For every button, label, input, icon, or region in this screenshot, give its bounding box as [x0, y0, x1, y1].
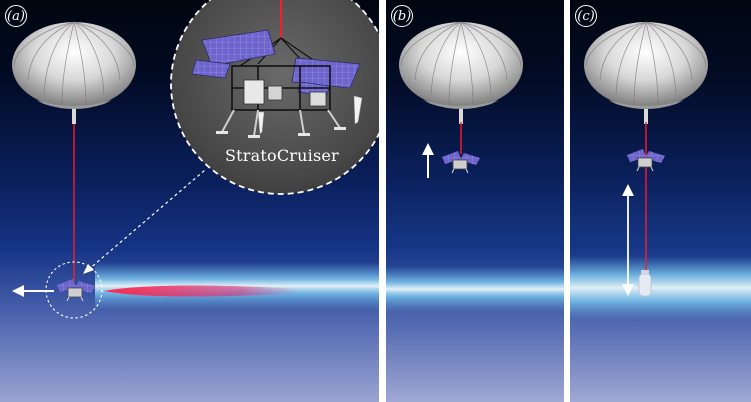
- magnifier-circle-icon: [45, 261, 103, 319]
- gondola-icon: [627, 149, 665, 172]
- balloon-icon: [399, 21, 523, 109]
- inset-connector: [83, 169, 206, 274]
- panel-label-a: (a): [5, 5, 27, 27]
- balloon-icon: [584, 21, 708, 109]
- solar-panel-icon: [201, 29, 276, 67]
- panel-b-scene: [386, 0, 564, 402]
- panel-a-scene: [0, 0, 379, 402]
- panel-label-c: (c): [575, 5, 597, 27]
- balloon-neck: [459, 100, 463, 124]
- gondola-icon: [57, 279, 95, 302]
- panel-a: (a) StratoCruiser: [0, 0, 379, 402]
- panel-c: (c): [570, 0, 751, 402]
- arrow-icon: [422, 143, 434, 178]
- panel-b: (b): [386, 0, 564, 402]
- panel-c-scene: [570, 0, 751, 402]
- atmospheric-layer: [95, 262, 379, 310]
- atmospheric-layer: [570, 256, 751, 320]
- arrow-icon: [622, 184, 634, 296]
- atmospheric-layer: [386, 266, 564, 312]
- balloon-icon: [12, 21, 136, 109]
- balloon-neck: [72, 100, 76, 124]
- balloon-neck: [644, 100, 648, 124]
- instrument-probe-icon: [638, 270, 652, 297]
- inset-caption: StratoCruiser: [225, 146, 339, 165]
- stratocruiser-inset: [170, 0, 379, 195]
- panel-label-b: (b): [391, 5, 413, 27]
- arrow-icon: [12, 285, 54, 297]
- laser-plume: [104, 285, 300, 297]
- gondola-icon: [442, 151, 480, 174]
